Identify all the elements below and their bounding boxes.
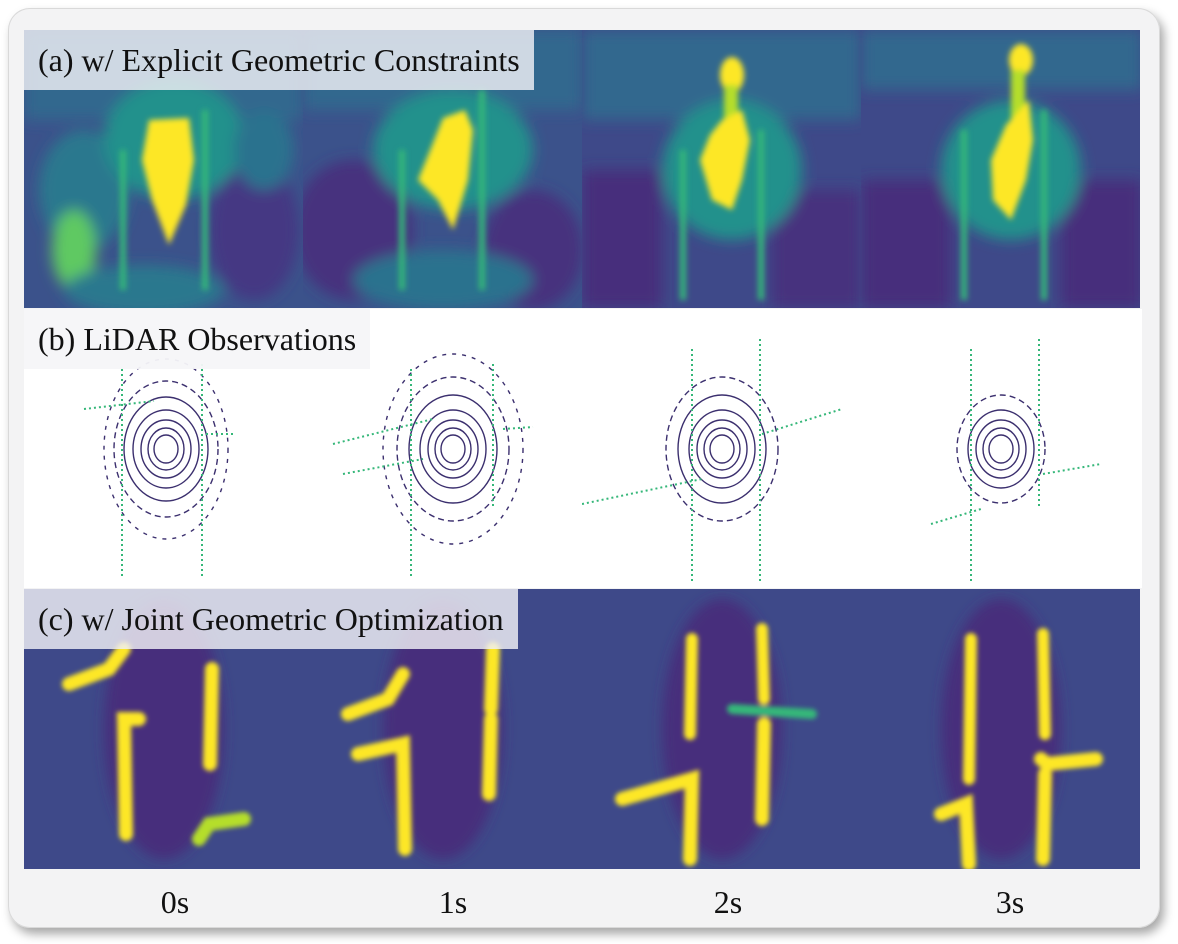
heatmap-panel-c-2s (582, 589, 861, 869)
time-label-2s: 2s (713, 884, 743, 920)
time-label-0s: 0s (160, 884, 190, 920)
heatmap-panel-a-3s (861, 30, 1140, 308)
time-label-1s: 1s (438, 884, 468, 920)
row-explicit-geometric-constraints: (a) w/ Explicit Geometric Constraints (24, 30, 1142, 308)
lidar-panel-2s (582, 309, 861, 588)
row-lidar-observations: (b) LiDAR Observations (24, 309, 1142, 588)
heatmap-panel-a-2s (582, 30, 861, 308)
lidar-panel-3s (861, 309, 1140, 588)
row-c-label: (c) w/ Joint Geometric Optimization (24, 589, 518, 649)
heatmap-panel-c-3s (861, 589, 1140, 869)
lidar-panel-0s (24, 309, 303, 588)
lidar-panel-1s (303, 309, 582, 588)
row-joint-geometric-optimization: (c) w/ Joint Geometric Optimization (24, 589, 1142, 869)
row-a-label: (a) w/ Explicit Geometric Constraints (24, 30, 534, 90)
row-b-label: (b) LiDAR Observations (24, 309, 371, 369)
time-label-3s: 3s (995, 884, 1025, 920)
